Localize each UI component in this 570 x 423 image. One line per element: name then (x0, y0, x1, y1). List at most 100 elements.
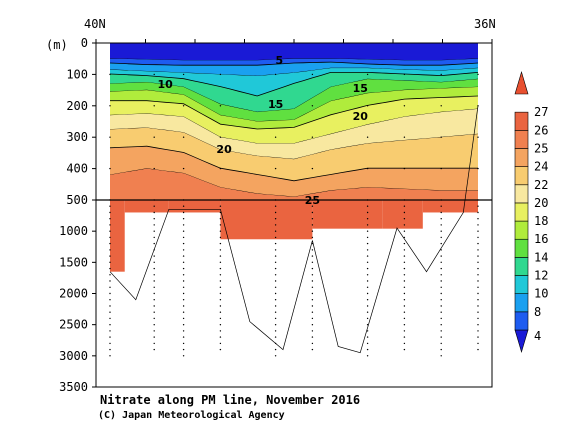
colorbar-tick-label: 20 (534, 196, 548, 210)
sample-dot (403, 242, 406, 245)
sample-dot (109, 317, 111, 320)
sample-dot (219, 236, 222, 239)
sample-dot (366, 317, 369, 320)
sample-dot (109, 280, 111, 282)
sample-dot (403, 205, 406, 207)
sample-dot (477, 205, 479, 207)
sample-dot (311, 218, 314, 220)
contour-label: 20 (216, 143, 232, 156)
sample-dot (182, 336, 185, 338)
sample-dot (311, 73, 314, 76)
y-tick-label: 0 (81, 36, 88, 50)
sample-dot (477, 255, 479, 257)
sample-dot (477, 73, 479, 76)
sample-dot (109, 342, 111, 345)
x-tick-right: 36N (474, 17, 496, 31)
colorbar-tick-label: 18 (534, 214, 548, 228)
colorbar-tick-label: 22 (534, 178, 548, 192)
sample-dot (182, 348, 185, 351)
sample-dot (219, 218, 222, 220)
sample-dot (366, 205, 369, 207)
sample-dot (153, 330, 155, 332)
sample-dot (440, 311, 442, 313)
y-tick-label: 3500 (59, 380, 88, 394)
sample-dot (366, 218, 369, 220)
sample-dot (403, 292, 406, 295)
sample-dot (366, 348, 369, 351)
sample-dot (219, 348, 222, 351)
sample-dot (109, 292, 111, 295)
sample-dot (477, 292, 479, 295)
sample-dot (403, 336, 406, 338)
sample-dot (182, 330, 185, 332)
sample-dot (219, 324, 222, 326)
sample-dot (403, 324, 406, 326)
sample-dot (440, 267, 442, 270)
sample-dot (153, 211, 155, 214)
sample-dot (153, 299, 155, 301)
sample-dot (109, 205, 111, 207)
sample-dot (219, 280, 222, 282)
sample-dot (274, 311, 277, 313)
sample-dot (403, 330, 406, 332)
sample-dot (311, 136, 314, 138)
sample-dot (403, 267, 406, 270)
colorbar-segment (514, 166, 529, 186)
sample-dot (311, 342, 314, 345)
sample-dot (182, 136, 185, 138)
sample-dot (440, 230, 442, 232)
sample-dot (109, 330, 111, 332)
colorbar-tick-label: 12 (534, 269, 548, 283)
sample-dot (366, 324, 369, 326)
sample-dot (274, 292, 277, 295)
sample-dot (477, 230, 479, 232)
sample-dot (219, 274, 222, 276)
colorbar-segment (514, 148, 529, 167)
sample-dot (182, 218, 185, 220)
sample-dot (311, 205, 314, 207)
colorbar-tick-label: 10 (534, 287, 548, 301)
sample-dot (274, 211, 277, 214)
sample-dot (274, 249, 277, 251)
band-0 (110, 43, 478, 61)
sample-dot (311, 336, 314, 338)
band-1 (110, 58, 478, 66)
sample-dot (182, 317, 185, 320)
sample-dot (182, 236, 185, 239)
bottom-profile-line (109, 105, 479, 354)
sample-dot (311, 330, 314, 332)
y-tick-label: 100 (66, 67, 88, 81)
chart-title: Nitrate along PM line, November 2016 (100, 393, 360, 407)
sample-dot (477, 211, 479, 214)
sample-dot (477, 330, 479, 332)
colorbar-segment (514, 220, 529, 240)
y-tick-label: 2000 (59, 287, 88, 301)
sample-dot (153, 224, 155, 226)
sample-dot (311, 311, 314, 313)
sample-dot (153, 255, 155, 257)
sample-dot (403, 73, 406, 76)
sample-dot (366, 267, 369, 270)
colorbar-tick-label: 24 (534, 160, 548, 174)
sample-dot (440, 205, 442, 207)
sample-dot (219, 242, 222, 245)
sample-dot (109, 255, 111, 257)
sample-dot (274, 342, 277, 345)
sample-dot (219, 330, 222, 332)
sample-dot (153, 236, 155, 239)
sample-dot (182, 230, 185, 232)
sample-dot (477, 267, 479, 270)
sample-dot (182, 274, 185, 276)
sample-dot (182, 305, 185, 307)
sample-dot (153, 324, 155, 326)
sample-dot (219, 73, 222, 76)
sample-dot (403, 348, 406, 351)
sample-dot (153, 305, 155, 307)
sample-dot (311, 299, 314, 301)
colorbar-segment (514, 257, 529, 276)
sample-dot (366, 167, 369, 170)
colorbar-segment (514, 130, 529, 149)
sample-dot (477, 299, 479, 301)
sample-dot (109, 286, 111, 288)
